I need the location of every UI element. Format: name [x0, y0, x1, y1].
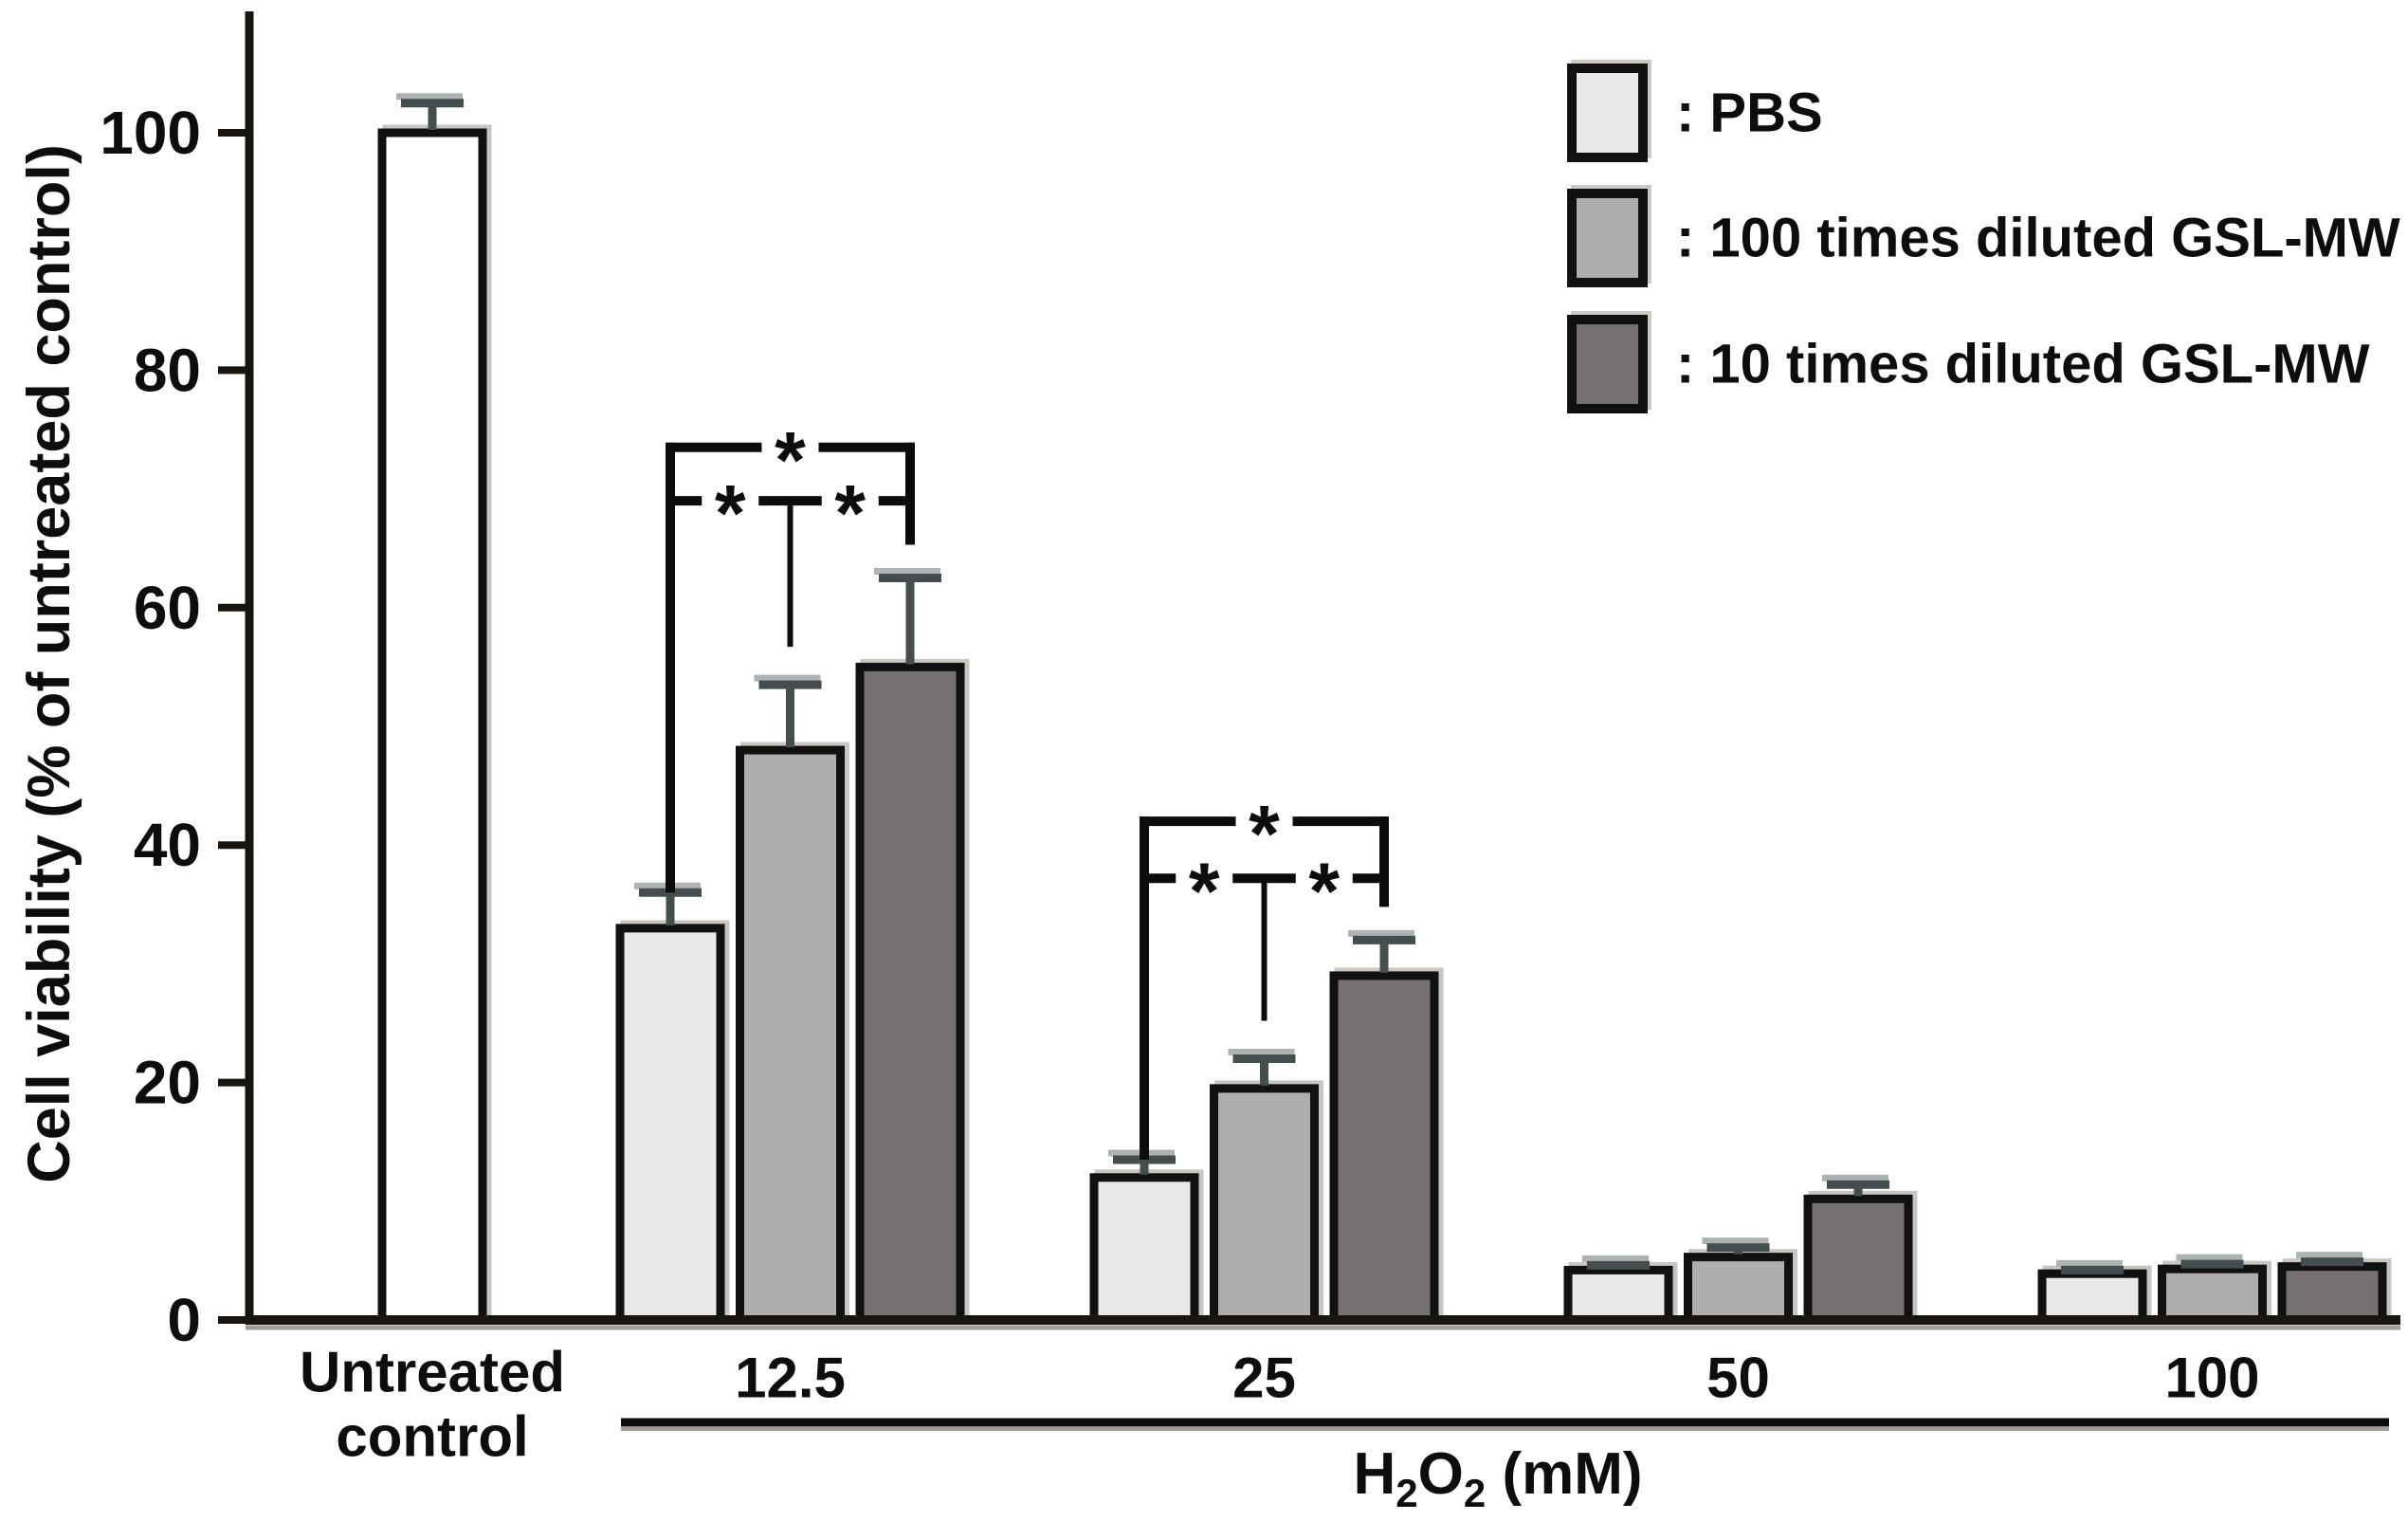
legend-swatch	[1567, 64, 1648, 162]
legend-swatch-wrap	[1567, 64, 1648, 162]
legend-swatch	[1567, 189, 1648, 287]
bar-100mM-series1	[2158, 1264, 2267, 1325]
x-label-25mM: 25	[1232, 1347, 1296, 1410]
bar-100mM-series2	[2277, 1262, 2387, 1325]
bar-25mM-series1	[1210, 1084, 1319, 1325]
bar-50mM-series0	[1563, 1265, 1673, 1325]
legend-item-series1: : 100 times diluted GSL-MW	[1567, 189, 2400, 287]
bar-25mM-series0	[1089, 1173, 1199, 1325]
x-axis-title-part: H	[1353, 1441, 1396, 1507]
legend-swatch-wrap	[1567, 315, 1648, 413]
legend-label: : 10 times diluted GSL-MW	[1676, 334, 2370, 395]
bar-12.5mM-series1	[736, 745, 845, 1325]
x-label-100mM: 100	[2164, 1347, 2259, 1410]
y-tick-label: 20	[134, 1049, 201, 1117]
bar-50mM-series2	[1803, 1194, 1913, 1325]
y-tick-label: 40	[134, 811, 201, 879]
x-label-untreated-control-line2: control	[336, 1405, 528, 1469]
x-label-untreated-control-line1: Untreated	[300, 1341, 565, 1404]
legend-label: : PBS	[1676, 82, 1823, 144]
x-label-50mM: 50	[1706, 1347, 1770, 1410]
significance-brackets: * * * * * *	[666, 415, 1389, 1160]
x-label-12.5mM: 12.5	[735, 1347, 846, 1410]
y-tick-label: 0	[167, 1286, 201, 1354]
significance-asterisk-outer: *	[775, 415, 806, 504]
significance-asterisk-inner-right: *	[834, 468, 866, 558]
x-axis-title: H2O2 (mM)	[1353, 1441, 1642, 1515]
x-axis-title-part: O	[1418, 1441, 1464, 1507]
legend-label: : 100 times diluted GSL-MW	[1676, 208, 2400, 269]
legend-swatch-wrap	[1567, 189, 1648, 287]
significance-asterisk-inner-right: *	[1308, 846, 1340, 935]
legend-item-series0: : PBS	[1567, 64, 1823, 162]
y-tick-label: 100	[100, 99, 201, 167]
bar-100mM-series0	[2037, 1269, 2147, 1325]
bar-12.5mM-series0	[615, 924, 725, 1325]
significance-asterisk-outer: *	[1249, 789, 1280, 878]
legend-item-series2: : 10 times diluted GSL-MW	[1567, 315, 2370, 413]
y-tick-label: 80	[134, 336, 201, 404]
x-axis-title-subscript: 2	[1464, 1471, 1486, 1515]
x-axis-title-subscript: 2	[1396, 1471, 1417, 1515]
y-axis-ticks: 0 20 40 60 80 100	[100, 99, 249, 1354]
x-axis-title-part: (mM)	[1486, 1441, 1642, 1507]
legend: : PBS : 100 times diluted GSL-MW : 10 time…	[1567, 64, 2400, 413]
bar-25mM-series2	[1329, 971, 1439, 1325]
bar-50mM-series1	[1684, 1253, 1793, 1325]
bars-layer	[377, 128, 2387, 1325]
y-axis-title: Cell viability (% of untreated control)	[16, 144, 82, 1183]
bar-12.5mM-series2	[855, 662, 965, 1325]
significance-asterisk-inner-left: *	[715, 468, 746, 558]
bar-untreated-control	[377, 128, 487, 1325]
legend-swatch	[1567, 315, 1648, 413]
y-tick-label: 60	[134, 574, 201, 642]
significance-asterisk-inner-left: *	[1189, 846, 1220, 935]
